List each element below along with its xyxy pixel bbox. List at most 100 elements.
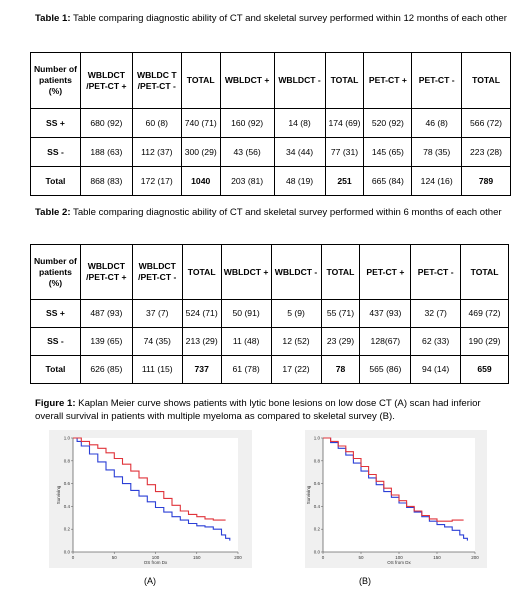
table1-cell: 172 (17) bbox=[131, 166, 182, 196]
table2-header-row: Number of patients (%) WBLDCT /PET-CT + … bbox=[30, 244, 509, 300]
table2-caption: Table 2: Table comparing diagnostic abil… bbox=[35, 206, 510, 219]
table1-cell: 145 (65) bbox=[363, 137, 413, 167]
x-tick-label: 0 bbox=[322, 555, 325, 560]
y-axis-label: Surviving bbox=[56, 485, 61, 504]
table2-cell: 659 bbox=[460, 355, 509, 384]
table2-header-cell: TOTAL bbox=[320, 244, 361, 300]
table1-cell: 34 (44) bbox=[273, 137, 326, 167]
y-tick-label: 1.0 bbox=[314, 436, 321, 441]
table2-header-cell: TOTAL bbox=[181, 244, 222, 300]
table2-cell: 213 (29) bbox=[181, 327, 222, 356]
x-tick-label: 50 bbox=[112, 555, 118, 560]
y-tick-label: 0.4 bbox=[64, 504, 71, 509]
table2-cell: 61 (78) bbox=[220, 355, 272, 384]
km-plot-a-svg: 0.0 0.2 0.4 0.6 0.8 1.0 0 50 100 150 200 OS from Dx… bbox=[56, 436, 242, 566]
x-tick-label: 200 bbox=[234, 555, 242, 560]
table1-cell: 78 (35) bbox=[411, 137, 463, 167]
table1: Number of patients (%) WBLDCT /PET-CT + … bbox=[30, 52, 511, 196]
table2-cell: 11 (48) bbox=[220, 327, 272, 356]
table2-cell: 487 (93) bbox=[79, 299, 133, 328]
table2-cell: 139 (65) bbox=[79, 327, 133, 356]
table1-header-cell: WBLDCT - bbox=[273, 52, 326, 109]
table1-header-cell: Number of patients (%) bbox=[30, 52, 81, 109]
table1-cell: 520 (92) bbox=[363, 108, 413, 138]
km-plot-b: 0.0 0.2 0.4 0.6 0.8 1.0 0 50 100 150 200 OS from Dx… bbox=[305, 430, 487, 568]
table1-cell: 160 (92) bbox=[219, 108, 275, 138]
table2-header-cell: WBLDCT + bbox=[220, 244, 272, 300]
km-plot-b-svg: 0.0 0.2 0.4 0.6 0.8 1.0 0 50 100 150 200 OS from Dx… bbox=[306, 436, 479, 566]
y-tick-label: 0.2 bbox=[314, 527, 321, 532]
table2-cell: 626 (85) bbox=[79, 355, 133, 384]
table1-cell: 60 (8) bbox=[131, 108, 182, 138]
blue-survival-curve bbox=[73, 437, 231, 541]
table1-caption-text: Table comparing diagnostic ability of CT… bbox=[70, 13, 507, 24]
table1-header-cell: WBLDC T /PET-CT - bbox=[131, 52, 182, 109]
x-tick-label: 150 bbox=[193, 555, 201, 560]
red-survival-curve bbox=[73, 437, 226, 521]
table2-cell: 17 (22) bbox=[270, 355, 322, 384]
x-tick-label: 150 bbox=[433, 555, 441, 560]
y-tick-label: 0.8 bbox=[314, 458, 321, 463]
red-survival-curve bbox=[323, 437, 464, 522]
y-tick-label: 0.0 bbox=[64, 550, 71, 555]
table2-header-cell: WBLDCT /PET-CT + bbox=[79, 244, 133, 300]
plot-area bbox=[73, 438, 238, 552]
table1-cell: 740 (71) bbox=[180, 108, 221, 138]
figure1-caption-label: Figure 1: bbox=[35, 398, 76, 409]
table2-header-cell: WBLDCT /PET-CT - bbox=[131, 244, 183, 300]
table1-cell: 566 (72) bbox=[461, 108, 511, 138]
table2-cell: 12 (52) bbox=[270, 327, 322, 356]
y-axis-label: Surviving bbox=[306, 485, 311, 504]
table2-header-cell: WBLDCT - bbox=[270, 244, 322, 300]
table-row: SS - 188 (63) 112 (37) 300 (29) 43 (56) … bbox=[30, 137, 511, 167]
table1-cell: 789 bbox=[461, 166, 511, 196]
table1-cell: 223 (28) bbox=[461, 137, 511, 167]
table2-cell: 190 (29) bbox=[460, 327, 509, 356]
table1-header-cell: TOTAL bbox=[461, 52, 511, 109]
table2-cell: 55 (71) bbox=[320, 299, 361, 328]
table1-cell: 14 (8) bbox=[273, 108, 326, 138]
table2-cell: 111 (15) bbox=[131, 355, 183, 384]
table2-cell: 50 (91) bbox=[220, 299, 272, 328]
table1-cell: 251 bbox=[324, 166, 365, 196]
table1-cell: 43 (56) bbox=[219, 137, 275, 167]
table2-caption-label: Table 2: bbox=[35, 207, 71, 218]
x-axis-label: OS from Dx bbox=[387, 560, 411, 565]
panel-label-b: (B) bbox=[359, 576, 371, 586]
table1-cell: 124 (16) bbox=[411, 166, 463, 196]
y-tick-label: 0.6 bbox=[64, 481, 71, 486]
y-tick-label: 1.0 bbox=[64, 436, 71, 441]
figure1-caption-text: Kaplan Meier curve shows patients with l… bbox=[35, 398, 481, 422]
y-tick-label: 0.4 bbox=[314, 504, 321, 509]
km-plot-a: 0.0 0.2 0.4 0.6 0.8 1.0 0 50 100 150 200 OS from Dx… bbox=[49, 430, 252, 568]
table2-cell: 78 bbox=[320, 355, 361, 384]
table1-cell: 188 (63) bbox=[79, 137, 133, 167]
x-tick-label: 100 bbox=[395, 555, 403, 560]
table2-header-cell: Number of patients (%) bbox=[30, 244, 81, 300]
x-tick-label: 50 bbox=[358, 555, 364, 560]
table2-caption-text: Table comparing diagnostic ability of CT… bbox=[70, 207, 502, 218]
blue-survival-curve bbox=[323, 437, 468, 541]
x-axis-label: OS from Dx bbox=[144, 560, 168, 565]
table2-cell: 737 bbox=[181, 355, 222, 384]
table1-header-cell: PET-CT + bbox=[363, 52, 413, 109]
table1-cell: 112 (37) bbox=[131, 137, 182, 167]
figure1-caption: Figure 1: Kaplan Meier curve shows patie… bbox=[35, 397, 510, 423]
table2-row-header: SS + bbox=[30, 299, 81, 328]
table2-cell: 565 (86) bbox=[359, 355, 412, 384]
table-row: Total 626 (85) 111 (15) 737 61 (78) 17 (… bbox=[30, 355, 509, 384]
table1-cell: 174 (69) bbox=[324, 108, 365, 138]
table2-cell: 5 (9) bbox=[270, 299, 322, 328]
table2-header-cell: TOTAL bbox=[460, 244, 509, 300]
x-tick-label: 200 bbox=[471, 555, 479, 560]
table1-cell: 680 (92) bbox=[79, 108, 133, 138]
table2-header-cell: PET-CT - bbox=[410, 244, 462, 300]
table1-header-cell: WBLDCT /PET-CT + bbox=[79, 52, 133, 109]
table1-header-cell: WBLDCT + bbox=[219, 52, 275, 109]
table1-row-header: SS - bbox=[30, 137, 81, 167]
table1-cell: 48 (19) bbox=[273, 166, 326, 196]
table-row: SS + 487 (93) 37 (7) 524 (71) 50 (91) 5 … bbox=[30, 299, 509, 328]
table2-header-cell: PET-CT + bbox=[359, 244, 412, 300]
table2-cell: 37 (7) bbox=[131, 299, 183, 328]
table2-row-header: Total bbox=[30, 355, 81, 384]
